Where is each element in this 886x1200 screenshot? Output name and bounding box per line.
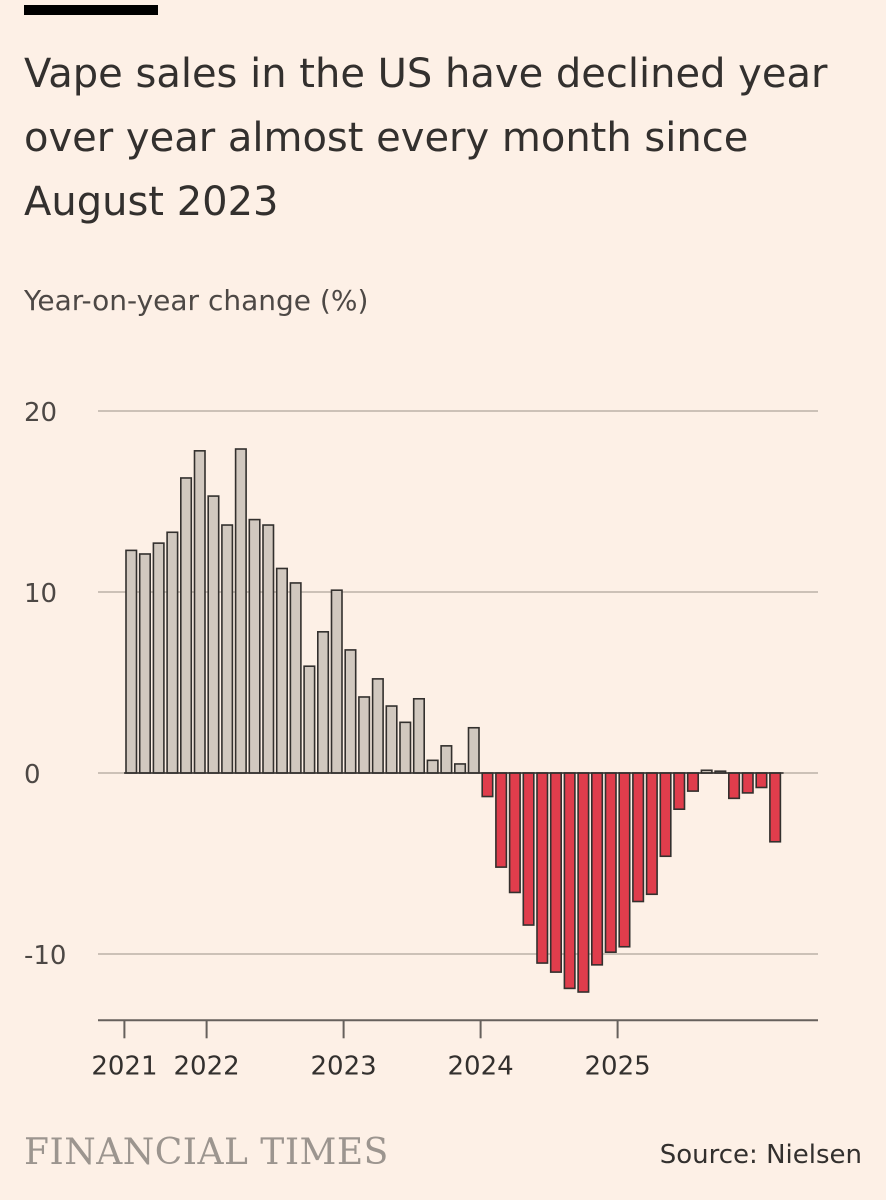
bar-positive	[275, 567, 289, 774]
bar-positive	[344, 649, 357, 774]
bar-positive	[358, 696, 371, 774]
x-tick-label: 2023	[311, 1051, 377, 1081]
bar-positive	[125, 549, 138, 774]
bar-positive	[440, 745, 453, 774]
bar-negative	[577, 772, 590, 993]
financial-times-logo: FINANCIAL TIMES	[24, 1132, 389, 1173]
bar-positive	[330, 589, 343, 774]
bar-positive	[371, 678, 384, 774]
bar-negative	[645, 772, 658, 896]
bar-positive	[207, 495, 220, 774]
bar-positive	[303, 665, 316, 774]
bar-chart: 20 10 0 -10 2021 2022 2023 2024 2025	[24, 398, 818, 1081]
x-tick-label: 2025	[585, 1051, 651, 1081]
bar-negative	[741, 772, 754, 794]
y-tick-label: 0	[24, 760, 41, 790]
bar-positive	[138, 553, 151, 774]
bar-positive	[193, 450, 206, 774]
y-axis-label: Year-on-year change (%)	[24, 284, 369, 317]
bar-positive	[289, 582, 302, 774]
bar-positive	[248, 518, 261, 774]
bar-negative	[618, 772, 631, 948]
bar-negative	[769, 772, 782, 843]
bar-negative	[659, 772, 672, 858]
bar-positive	[316, 631, 330, 774]
bar-positive	[221, 524, 234, 774]
bar-positive	[234, 448, 247, 774]
bar-negative	[522, 772, 535, 926]
bar-negative	[536, 772, 549, 964]
bar-positive	[426, 759, 439, 774]
y-tick-label: 10	[24, 579, 57, 609]
bar-positive	[385, 705, 398, 774]
bar-negative	[563, 772, 576, 990]
y-tick-label: -10	[24, 941, 66, 971]
chart-title: Vape sales in the US have declined year …	[24, 51, 828, 225]
ft-top-bar	[24, 5, 158, 15]
bar-negative	[481, 772, 494, 798]
bar-positive	[467, 726, 480, 774]
source-note: Source: Nielsen	[659, 1140, 862, 1170]
bar-negative	[632, 772, 645, 903]
bar-negative	[590, 772, 604, 966]
x-tick-label: 2022	[174, 1051, 240, 1081]
bar-negative	[495, 772, 508, 868]
bar-positive	[152, 542, 165, 774]
bar-negative	[508, 772, 521, 894]
x-tick-label: 2021	[91, 1051, 157, 1081]
bar-positive	[262, 524, 275, 774]
bar-positive	[399, 721, 412, 774]
bar-positive	[453, 763, 467, 774]
bar-negative	[727, 772, 741, 800]
bar-negative	[755, 772, 768, 789]
bar-positive	[166, 531, 179, 774]
bar-positive	[180, 477, 193, 774]
bar-negative	[604, 772, 617, 953]
bar-negative	[686, 772, 700, 792]
bar-negative	[673, 772, 686, 811]
x-tick-label: 2024	[448, 1051, 514, 1081]
bar-negative	[549, 772, 563, 973]
bar-positive	[412, 697, 426, 774]
y-tick-label: 20	[24, 398, 57, 428]
